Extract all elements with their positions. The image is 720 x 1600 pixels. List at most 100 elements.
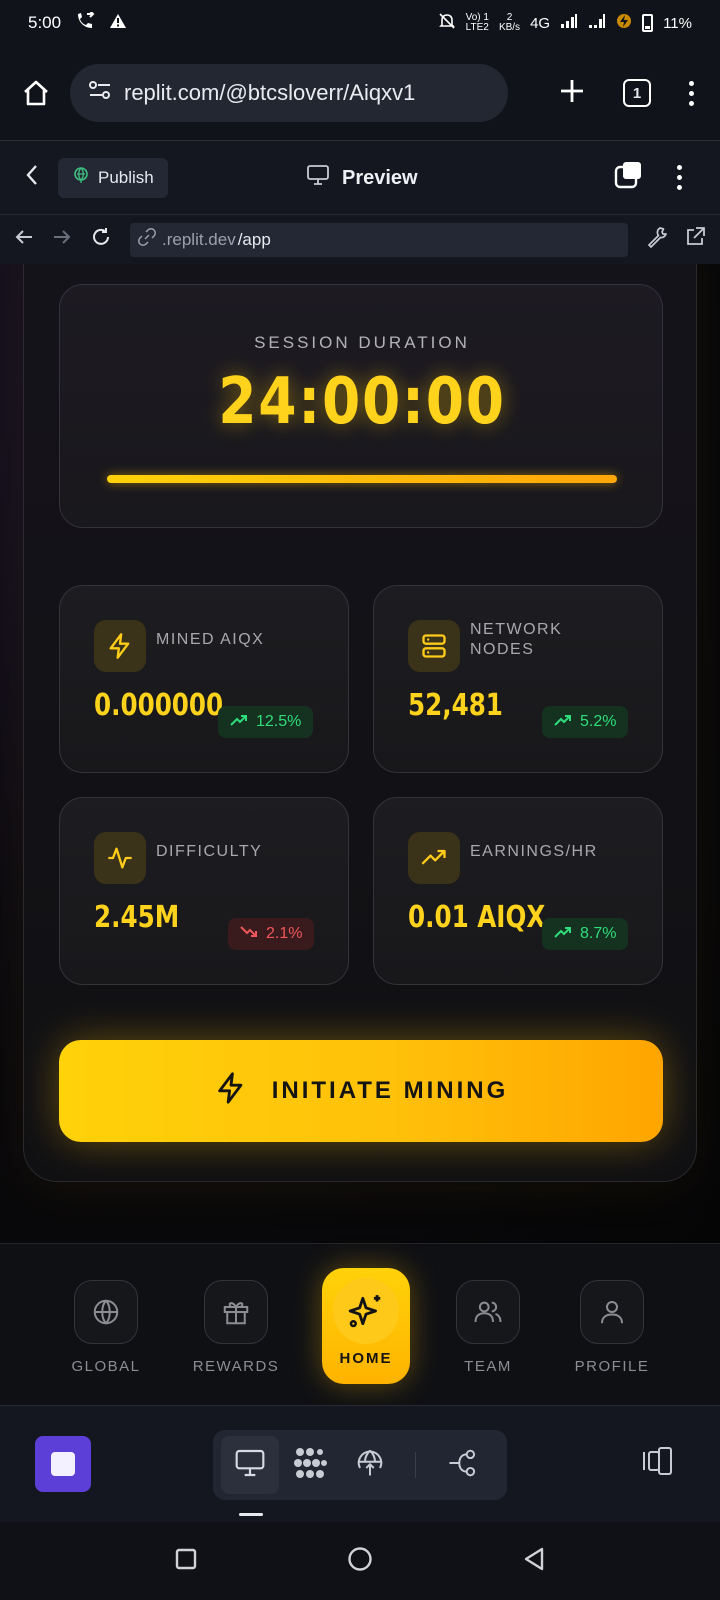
publish-globe-icon xyxy=(72,166,90,189)
monitor-icon xyxy=(234,1448,266,1483)
nav-label: PROFILE xyxy=(574,1358,650,1375)
nav-profile[interactable]: PROFILE xyxy=(552,1280,672,1375)
session-card: SESSION DURATION 24:00:00 xyxy=(59,284,663,528)
speed-unit: KB/s xyxy=(498,22,521,33)
replit-menu-icon[interactable] xyxy=(677,165,682,190)
stat-label: MINED AIQX xyxy=(156,631,265,648)
server-icon xyxy=(408,620,460,672)
agent-tool-button[interactable] xyxy=(281,1436,339,1494)
tab-switcher-button[interactable]: 1 xyxy=(623,79,651,107)
agent-dots-icon xyxy=(292,1446,328,1485)
status-bar: 5:00 Vo) 1 LTE2 2 KB/s 4G 11% xyxy=(0,0,720,46)
webview-forward-icon[interactable] xyxy=(52,227,72,252)
stat-value: 0.01 AIQX xyxy=(408,900,546,935)
new-tab-icon[interactable] xyxy=(559,78,585,109)
session-timer: 24:00:00 xyxy=(218,365,506,439)
globe-icon xyxy=(74,1280,138,1344)
preview-label: Preview xyxy=(342,166,418,189)
battery-level: 11% xyxy=(663,14,692,32)
call-forward-icon xyxy=(75,9,95,35)
webview-toolbar: .replit.dev /app xyxy=(0,214,720,264)
back-triangle-icon[interactable] xyxy=(522,1546,546,1577)
browser-menu-icon[interactable] xyxy=(689,80,694,106)
zap-icon xyxy=(94,620,146,672)
app-bottom-nav: GLOBAL REWARDS HOME TEAM PROFILE xyxy=(0,1243,720,1405)
network-type: 4G xyxy=(530,14,551,32)
session-progress-fill xyxy=(107,475,617,483)
trend-down-icon xyxy=(240,925,258,943)
volte-top: Vo) 1 xyxy=(465,12,489,23)
recents-icon[interactable] xyxy=(174,1547,198,1576)
stat-change-badge: 12.5% xyxy=(218,706,314,738)
nav-team[interactable]: TEAM xyxy=(428,1280,548,1375)
nav-label: TEAM xyxy=(464,1358,512,1375)
git-tool-button[interactable] xyxy=(434,1436,492,1494)
nav-home[interactable]: HOME xyxy=(322,1268,410,1384)
session-label: SESSION DURATION xyxy=(254,333,470,352)
monitor-icon xyxy=(306,164,330,192)
battery-icon xyxy=(642,14,654,32)
publish-button[interactable]: Publish xyxy=(58,157,168,198)
signal-icon xyxy=(560,13,578,33)
browser-toolbar: replit.com/@btcsloverr/Aiqxv1 1 xyxy=(0,46,720,140)
webview-back-icon[interactable] xyxy=(14,227,34,252)
stat-card-mined: MINED AIQX 0.000000 12.5% xyxy=(59,585,349,773)
stat-label: NETWORK NODES xyxy=(470,621,563,658)
publish-label: Publish xyxy=(98,167,154,187)
activity-icon xyxy=(94,832,146,884)
volte-bottom: LTE2 xyxy=(465,22,489,33)
tool-divider xyxy=(415,1452,416,1478)
android-nav-bar xyxy=(0,1522,720,1600)
site-settings-icon[interactable] xyxy=(88,79,112,107)
stat-change-value: 8.7% xyxy=(580,925,617,942)
address-bar[interactable]: replit.com/@btcsloverr/Aiqxv1 xyxy=(70,64,508,122)
home-circle-icon[interactable] xyxy=(347,1546,373,1577)
tabs-overview-icon[interactable] xyxy=(613,160,643,195)
webview-reload-icon[interactable] xyxy=(90,226,112,253)
stat-change-value: 2.1% xyxy=(266,925,303,942)
stat-value: 0.000000 xyxy=(94,688,224,723)
stat-change-badge: 8.7% xyxy=(542,918,629,950)
webview-url-field[interactable]: .replit.dev /app xyxy=(130,222,628,257)
stop-icon xyxy=(51,1452,75,1476)
stat-card-nodes: NETWORK NODES 52,481 5.2% xyxy=(373,585,663,773)
tool-switcher xyxy=(213,1430,507,1500)
stop-button[interactable] xyxy=(35,1436,91,1492)
deploy-tool-button[interactable] xyxy=(341,1436,399,1494)
address-text[interactable]: replit.com/@btcsloverr/Aiqxv1 xyxy=(124,80,416,105)
wrench-icon[interactable] xyxy=(646,226,668,253)
webview-url-domain: .replit.dev xyxy=(162,229,236,249)
link-icon xyxy=(138,228,156,251)
preview-tool-button[interactable] xyxy=(221,1436,279,1494)
session-progress-bar xyxy=(107,475,617,483)
stat-change-value: 12.5% xyxy=(256,713,302,730)
trend-up-icon xyxy=(230,713,248,731)
stat-label: EARNINGS/HR xyxy=(470,843,598,860)
users-icon xyxy=(456,1280,520,1344)
stat-value: 52,481 xyxy=(408,688,503,723)
signal-icon-2 xyxy=(588,13,606,33)
back-chevron-icon[interactable] xyxy=(24,163,40,192)
mute-icon xyxy=(438,12,456,34)
app-viewport: SESSION DURATION 24:00:00 MINED AIQX 0.0… xyxy=(0,264,720,1243)
stat-label: DIFFICULTY xyxy=(156,843,263,860)
nav-rewards[interactable]: REWARDS xyxy=(176,1280,296,1375)
speed-value: 2 xyxy=(506,12,513,23)
charging-icon xyxy=(616,13,632,33)
stat-change-badge: 5.2% xyxy=(542,706,629,738)
home-icon[interactable] xyxy=(18,75,54,111)
gift-icon xyxy=(204,1280,268,1344)
replit-toolbar xyxy=(0,1405,720,1522)
stat-change-badge: 2.1% xyxy=(228,918,315,950)
nav-global[interactable]: GLOBAL xyxy=(46,1280,166,1375)
zap-icon xyxy=(214,1070,248,1113)
nav-label: REWARDS xyxy=(192,1358,280,1375)
warning-icon xyxy=(109,13,127,34)
initiate-mining-button[interactable]: INITIATE MINING xyxy=(59,1040,663,1142)
nav-label: GLOBAL xyxy=(71,1358,141,1375)
preview-tab[interactable]: Preview xyxy=(306,141,418,215)
panel-toggle-icon[interactable] xyxy=(640,1446,674,1481)
volte-indicator: Vo) 1 LTE2 xyxy=(466,13,489,33)
clock: 5:00 xyxy=(28,13,62,32)
open-external-icon[interactable] xyxy=(684,226,706,253)
